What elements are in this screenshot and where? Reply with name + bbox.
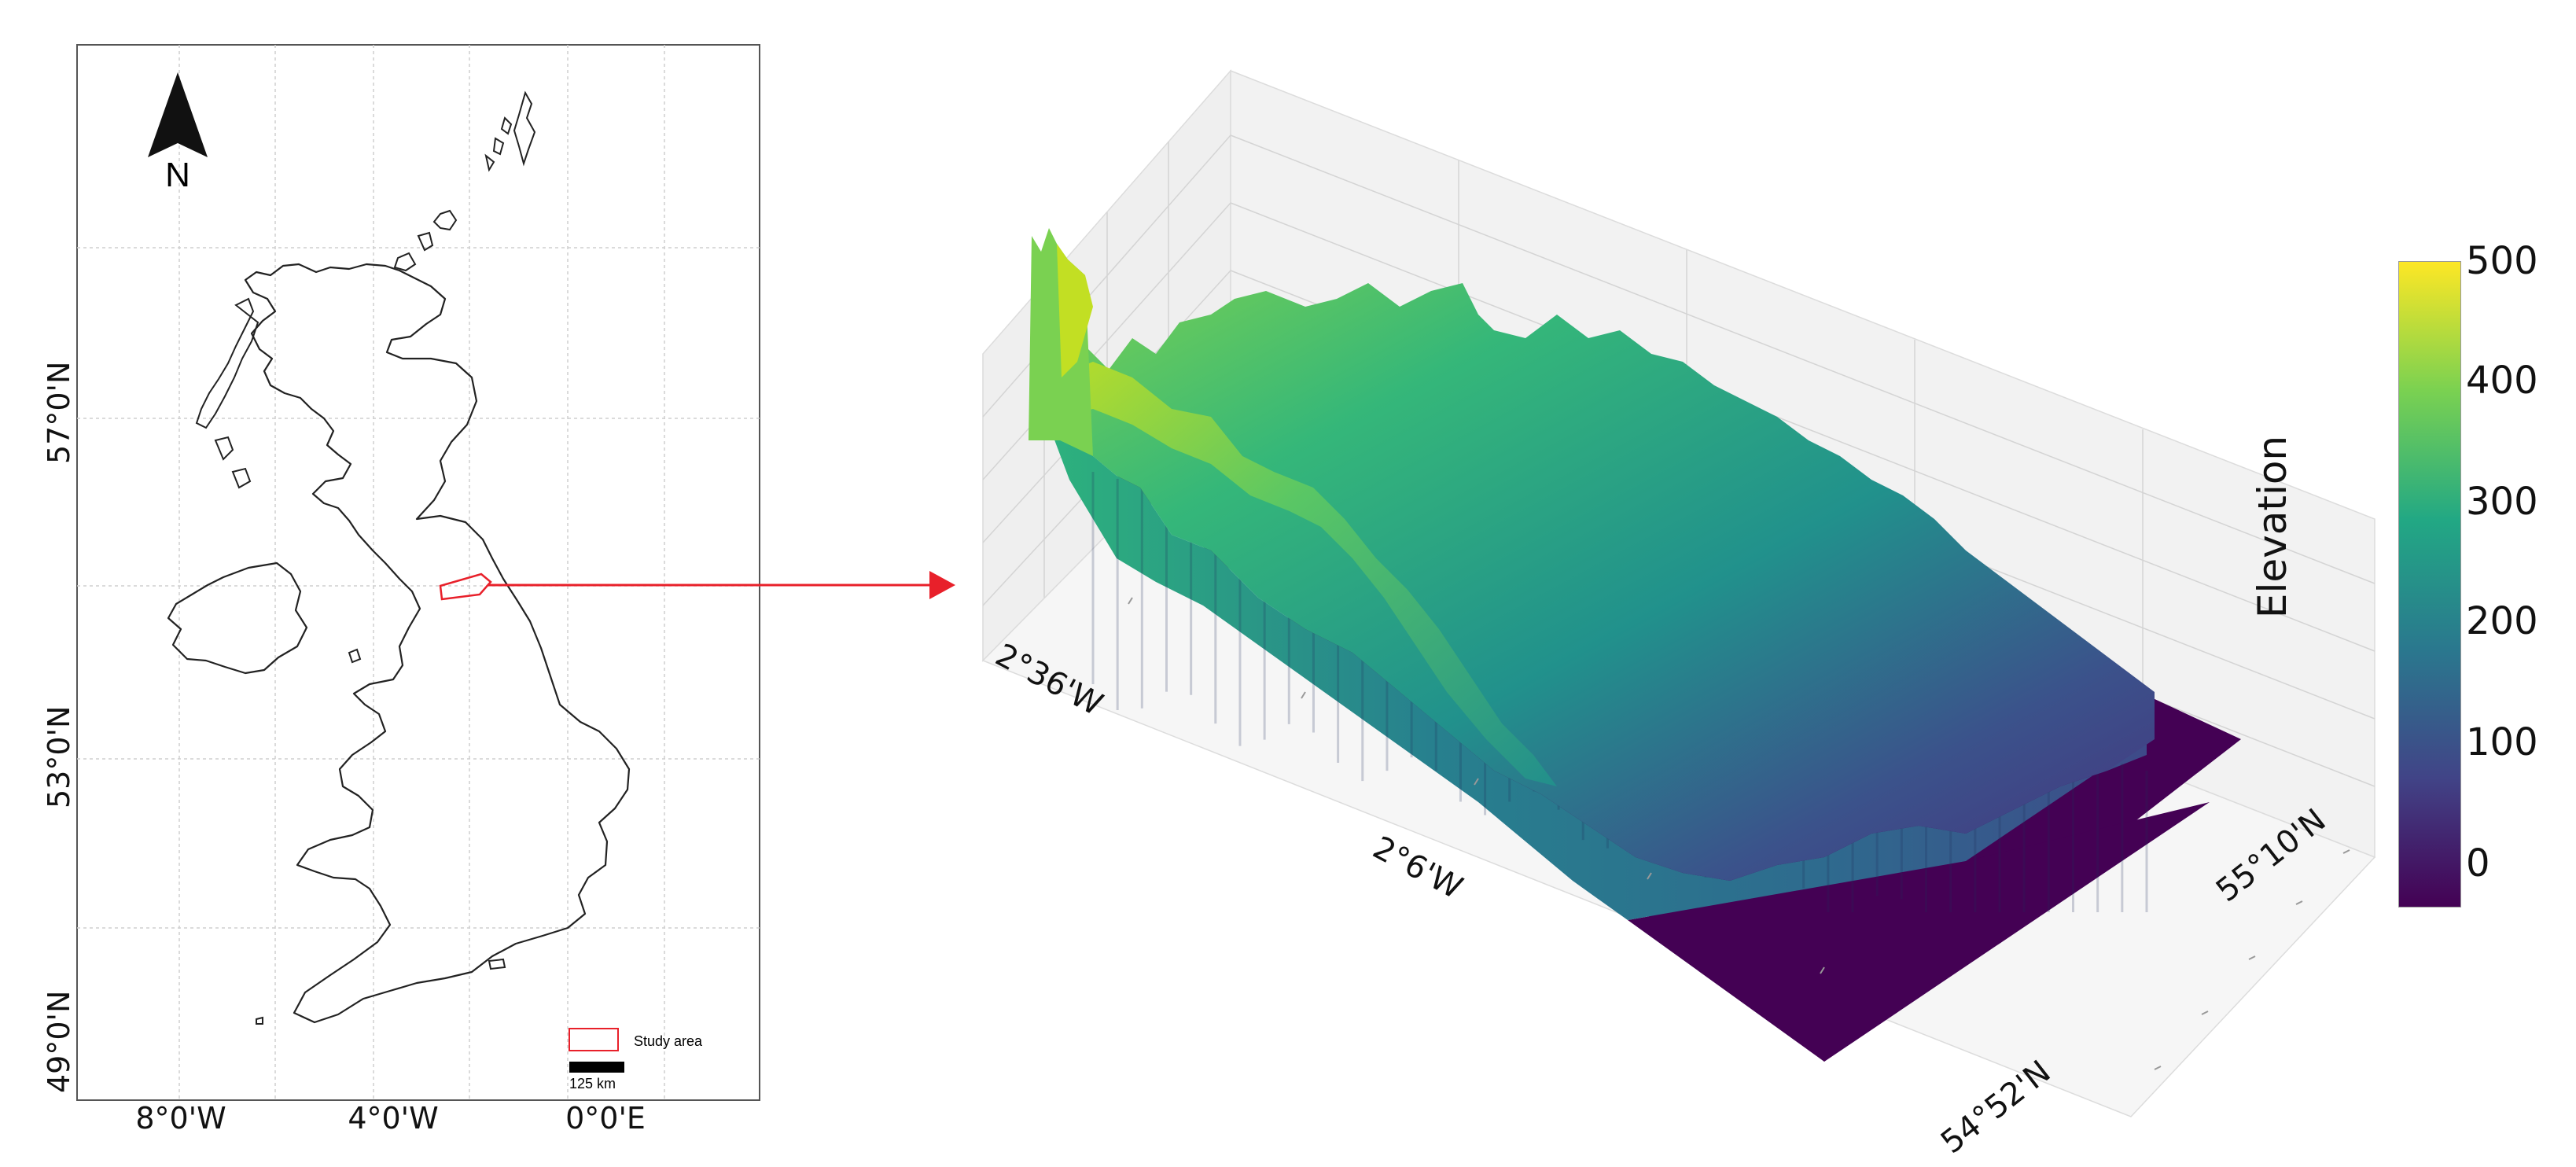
scale-bar-label: 125 km — [569, 1076, 616, 1092]
lon-label-8w: 8°0'W — [135, 1101, 226, 1136]
colorbar-tick-0: 0 — [2466, 841, 2490, 885]
colorbar-tick-500: 500 — [2466, 239, 2538, 283]
north-arrow-icon — [148, 72, 208, 157]
surface-left-peak-highlight — [1057, 244, 1093, 377]
hebrides-outline — [195, 297, 259, 489]
legend-study-area-swatch — [569, 1028, 619, 1051]
isle-of-wight-outline — [488, 958, 506, 970]
colorbar-tick-300: 300 — [2466, 480, 2538, 524]
colorbar-tick-200: 200 — [2466, 599, 2538, 643]
axis-ticks — [1128, 597, 2350, 1070]
surface-base-shelf — [1628, 802, 2210, 1062]
lon-label-4w: 4°0'W — [348, 1101, 439, 1136]
elevation-surface-panel: 2°36'W 2°6'W 55°10'N 54°52'N Elevation — [975, 47, 2438, 1164]
great-britain-outline — [244, 263, 631, 1024]
scale-bar — [569, 1062, 624, 1073]
colorbar-gradient — [2398, 261, 2461, 907]
north-label: N — [165, 156, 190, 194]
study-area-polygon — [439, 572, 492, 601]
legend-study-area-label: Study area — [634, 1033, 703, 1049]
surface-ridge — [1054, 362, 1557, 786]
colorbar-tick-100: 100 — [2466, 720, 2538, 764]
lat-label-57: 57°0'N — [42, 361, 76, 464]
map-frame — [76, 44, 760, 1101]
elevation-surface-plot — [981, 69, 2376, 1117]
elevation-colorbar: 500 400 300 200 100 0 — [2390, 239, 2576, 928]
map-graticule — [77, 45, 760, 1100]
connector-arrow-icon — [488, 571, 955, 599]
lat-label-53: 53°0'N — [42, 705, 76, 808]
isle-of-man-outline — [348, 648, 362, 664]
surface-top — [1046, 283, 2155, 881]
ireland-outline — [167, 561, 308, 675]
colorbar-tick-400: 400 — [2466, 359, 2538, 403]
z-axis-title: Elevation — [2250, 435, 2295, 619]
northern-isles-outline — [393, 90, 536, 272]
uk-map: N Study area — [76, 44, 760, 1101]
lat-label-49: 49°0'N — [42, 990, 76, 1093]
lon-label-0e: 0°0'E — [565, 1101, 646, 1136]
uk-map-panel: N Study area — [0, 0, 786, 1166]
scilly-outline — [256, 1016, 263, 1025]
